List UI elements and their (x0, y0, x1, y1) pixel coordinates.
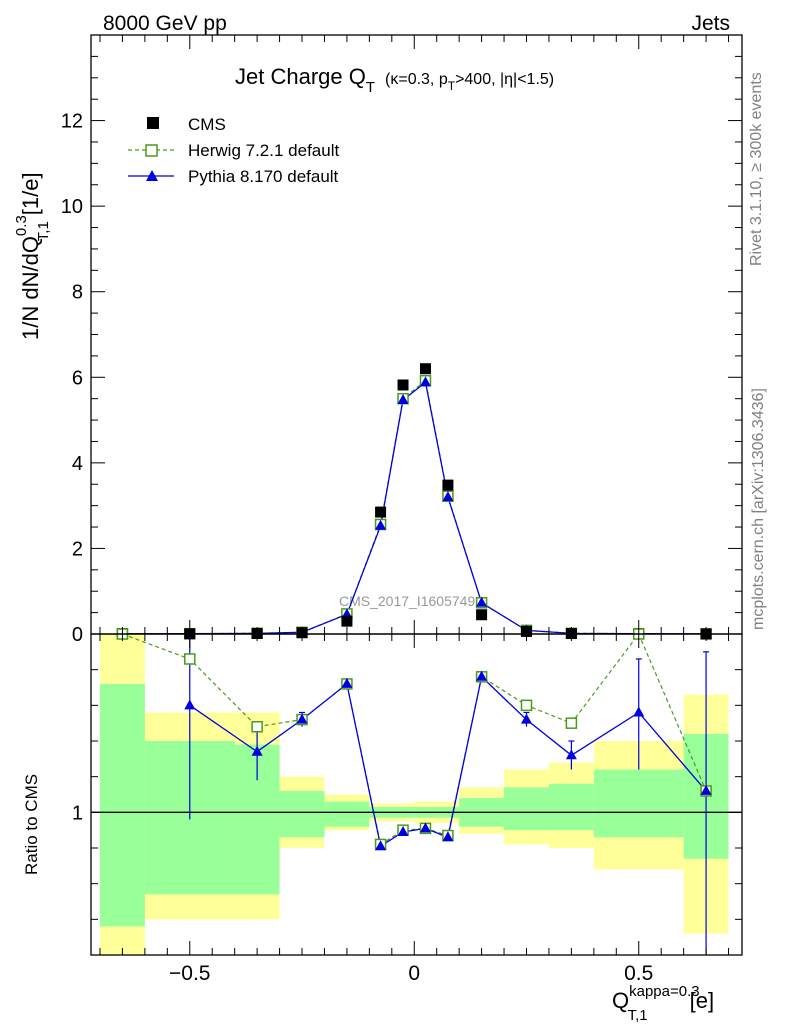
cms-point (442, 479, 454, 491)
header-right: Jets (691, 12, 730, 35)
pythia-point (375, 519, 387, 530)
pythia-point (397, 393, 409, 404)
cms-point (341, 615, 353, 627)
x-tick-label: −0.5 (169, 962, 210, 985)
y-tick-label: 2 (72, 538, 83, 560)
y-tick-label: 0 (72, 624, 83, 646)
axis-ticks: 0 2 4 6 8 10 12 −0.5 0 0.5 1 (61, 34, 742, 985)
ratio-stat-band-8 (504, 787, 549, 831)
pythia-line (122, 381, 707, 635)
header-left: 8000 GeV pp (103, 12, 227, 35)
legend-label-herwig: Herwig 7.2.1 default (188, 141, 339, 160)
pythia-ratio-point (251, 745, 263, 756)
pythia-point (442, 491, 454, 502)
legend-marker-herwig (145, 144, 158, 157)
ratio-stat-band-3 (279, 790, 325, 838)
x-tick-label: 0.5 (624, 962, 653, 985)
ratio-stat-band-4 (324, 801, 370, 827)
pythia-ratio-point (397, 825, 409, 836)
ratio-uncertainty-bands (91, 634, 742, 955)
pythia-ratio-point (476, 670, 488, 681)
pythia-ratio-point (633, 706, 645, 717)
pythia-ratio-point (520, 713, 532, 724)
y-tick-label: 8 (72, 282, 83, 304)
y-tick-label: 12 (61, 111, 83, 133)
pythia-ratio-point (184, 699, 196, 710)
legend-label-cms: CMS (188, 115, 226, 134)
herwig-ratio-point (565, 717, 578, 729)
watermark: CMS_2017_I1605749 (339, 593, 475, 609)
y-axis-label: 1/N dN/dQ0.3 T,1[1/e] (13, 172, 52, 340)
pythia-ratio-point (296, 713, 308, 724)
rivet-label: Rivet 3.1.10, ≥ 300k events (748, 72, 765, 266)
cms-point (397, 379, 409, 391)
pythia-point (419, 376, 431, 387)
x-axis-label: Qkappa=0.3 T,1[e] (612, 983, 714, 1024)
pythia-ratio-point (419, 822, 431, 833)
pythia-ratio-point (565, 749, 577, 760)
herwig-ratio-line (122, 632, 707, 846)
cms-point (476, 609, 488, 621)
ratio-stat-band-0 (99, 683, 145, 927)
pythia-ratio-point (442, 831, 454, 842)
pythia-point (476, 596, 488, 607)
pythia-ratio-point (700, 784, 712, 795)
cms-point (375, 506, 387, 518)
legend-marker-pythia (146, 170, 158, 181)
plot-title: Jet Charge QT (κ=0.3, pT>400, |η|<1.5) (235, 64, 554, 96)
ratio-frame (90, 633, 743, 956)
ratio-axis-label: Ratio to CMS (22, 774, 41, 875)
legend-marker-cms (147, 117, 159, 129)
pythia-ratio-point (375, 840, 387, 851)
herwig-ratio-point (184, 653, 196, 665)
y-tick-label: 6 (72, 367, 83, 389)
ratio-stat-band-10 (593, 769, 684, 838)
legend: CMS Herwig 7.2.1 default Pythia 8.170 de… (128, 115, 339, 186)
herwig-ratio-point (251, 720, 263, 733)
legend-label-pythia: Pythia 8.170 default (188, 167, 339, 186)
x-tick-label: 0 (408, 962, 420, 985)
y-tick-label: 4 (72, 453, 83, 475)
pythia-ratio-point (341, 677, 353, 688)
herwig-ratio-point (520, 699, 533, 712)
mcplots-label: mcplots.cern.ch [arXiv:1306.3436] (750, 388, 767, 630)
cms-point (419, 363, 431, 375)
ratio-stat-band-9 (548, 783, 594, 831)
y-tick-label: 10 (61, 196, 83, 218)
ratio-y-tick-label: 1 (72, 802, 83, 824)
